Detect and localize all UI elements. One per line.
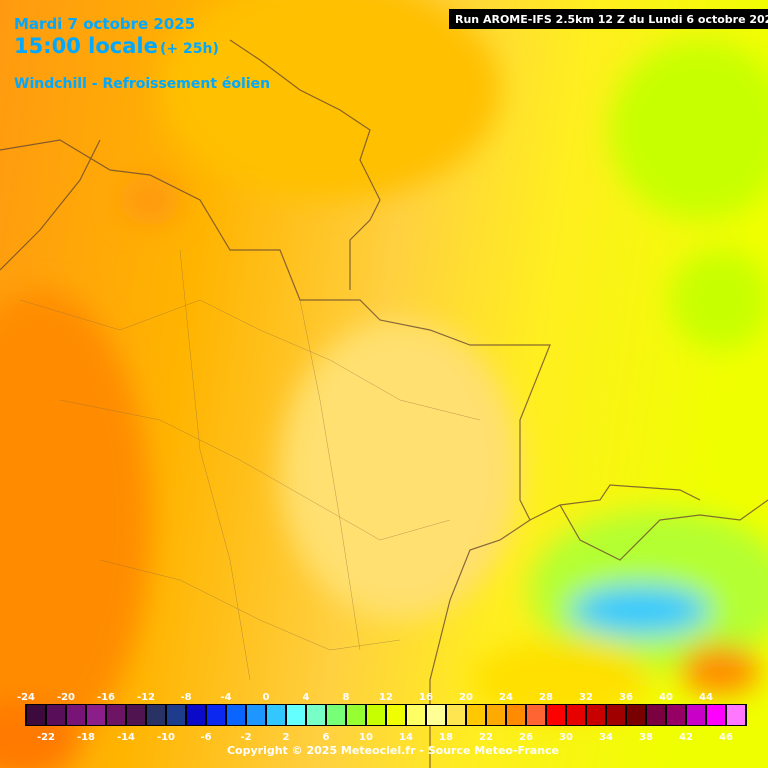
color-swatch [627, 705, 645, 725]
color-swatch [407, 705, 425, 725]
color-swatch [387, 705, 405, 725]
colorbar-label: -14 [117, 732, 135, 743]
colorbar-label: -4 [220, 692, 231, 703]
color-swatch [327, 705, 345, 725]
colorbar-label: -12 [137, 692, 155, 703]
colorbar-label: 32 [579, 692, 593, 703]
color-swatch [587, 705, 605, 725]
copyright: Copyright © 2025 Meteociel.fr - Source M… [227, 744, 559, 757]
color-swatch [227, 705, 245, 725]
colorbar-label: 0 [263, 692, 270, 703]
colorbar-label: -10 [157, 732, 175, 743]
colorbar-label: -16 [97, 692, 115, 703]
colorbar-label: -24 [17, 692, 35, 703]
colorbar-label: 38 [639, 732, 653, 743]
colorbar: -24-22-20-18-16-14-12-10-8-6-4-202468101… [17, 692, 747, 743]
colorbar-label: -6 [200, 732, 211, 743]
colorbar-label: 34 [599, 732, 613, 743]
color-swatch [127, 705, 145, 725]
color-swatch [467, 705, 485, 725]
colorbar-label: 14 [399, 732, 413, 743]
colorbar-label: 6 [323, 732, 330, 743]
color-swatch [147, 705, 165, 725]
color-swatch [647, 705, 665, 725]
date: Mardi 7 octobre 2025 [14, 15, 195, 33]
colorbar-label: -18 [77, 732, 95, 743]
colorbar-label: 22 [479, 732, 493, 743]
colorbar-label: 24 [499, 692, 513, 703]
parameter: Windchill - Refroissement éolien [14, 76, 270, 92]
colorbar-label: 42 [679, 732, 693, 743]
colorbar-label: -2 [240, 732, 251, 743]
color-swatch [607, 705, 625, 725]
run-box [449, 9, 768, 29]
color-swatch [707, 705, 725, 725]
colorbar-label: 20 [459, 692, 473, 703]
color-swatch [367, 705, 385, 725]
color-swatch [187, 705, 205, 725]
colorbar-label: 46 [719, 732, 733, 743]
colorbar-label: 36 [619, 692, 633, 703]
colorbar-label: -20 [57, 692, 75, 703]
colorbar-label: 2 [283, 732, 290, 743]
color-swatch [667, 705, 685, 725]
color-swatch [27, 705, 45, 725]
color-swatch [107, 705, 125, 725]
colorbar-label: -8 [180, 692, 191, 703]
colorbar-label: 40 [659, 692, 673, 703]
color-swatch [447, 705, 465, 725]
color-swatch [687, 705, 705, 725]
color-swatch [47, 705, 65, 725]
colorbar-label: 8 [343, 692, 350, 703]
color-swatch [67, 705, 85, 725]
color-swatch [727, 705, 745, 725]
color-swatch [267, 705, 285, 725]
color-swatch [527, 705, 545, 725]
color-swatch [87, 705, 105, 725]
color-swatch [167, 705, 185, 725]
color-swatch [347, 705, 365, 725]
color-swatch [247, 705, 265, 725]
colorbar-label: 18 [439, 732, 453, 743]
colorbar-label: -22 [37, 732, 55, 743]
run-info: Run AROME-IFS 2.5km 12 Z du Lundi 6 octo… [455, 13, 768, 26]
colorbar-label: 10 [359, 732, 373, 743]
colorbar-label: 28 [539, 692, 553, 703]
colorbar-label: 30 [559, 732, 573, 743]
color-swatch [307, 705, 325, 725]
color-swatch [567, 705, 585, 725]
lead-time: (+ 25h) [160, 41, 219, 57]
colorbar-label: 44 [699, 692, 713, 703]
color-swatch [487, 705, 505, 725]
colorbar-label: 16 [419, 692, 433, 703]
colorbar-frame [25, 704, 747, 726]
color-swatch [507, 705, 525, 725]
color-swatch [427, 705, 445, 725]
colorbar-label: 4 [303, 692, 310, 703]
colorbar-label: 26 [519, 732, 533, 743]
color-swatch [207, 705, 225, 725]
colorbar-label: 12 [379, 692, 393, 703]
header: Mardi 7 octobre 2025 15:00 locale (+ 25h… [14, 9, 768, 92]
color-swatch [547, 705, 565, 725]
time: 15:00 locale [14, 34, 158, 58]
color-swatch [287, 705, 305, 725]
